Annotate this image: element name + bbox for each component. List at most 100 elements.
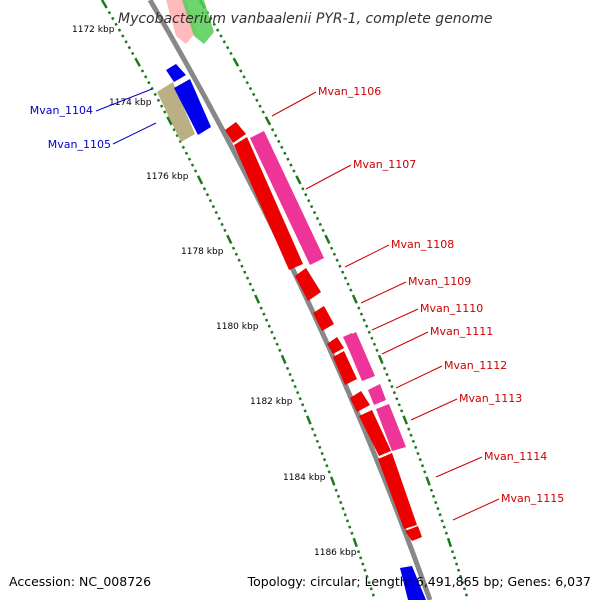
gene-mvan-1114-arrow[interactable] [359, 410, 391, 456]
minor-tick [429, 488, 433, 492]
minor-tick [229, 240, 233, 244]
gene-label[interactable]: Mvan_1111 [430, 325, 493, 338]
minor-tick [121, 34, 125, 38]
tick-labels: 1172 kbp 1174 kbp 1176 kbp 1178 kbp 1180 kbp… [72, 25, 357, 558]
minor-tick [267, 122, 272, 126]
minor-tick [313, 433, 317, 437]
minor-tick [107, 10, 112, 15]
minor-tick [321, 228, 325, 233]
connector-mvan-1111 [381, 331, 429, 355]
minor-tick [259, 306, 263, 310]
minor-tick [124, 40, 128, 44]
tick-label: 1180 kbp [216, 322, 259, 332]
minor-tick [436, 507, 440, 511]
gene-label[interactable]: Mvan_1113 [459, 392, 522, 405]
gene-label[interactable]: Mvan_1112 [444, 359, 507, 372]
minor-tick [444, 531, 448, 535]
connector-mvan-1108 [344, 244, 390, 268]
gene-mvan-1110-arrow[interactable] [327, 337, 344, 354]
minor-tick [178, 139, 183, 144]
minor-tick [278, 348, 282, 352]
major-tick [352, 537, 358, 546]
minor-tick [416, 451, 420, 456]
minor-tick [327, 240, 331, 244]
minor-tick [431, 494, 436, 498]
tick-label: 1172 kbp [72, 25, 115, 35]
major-tick [306, 415, 311, 423]
gene-label[interactable]: Mvan_1106 [318, 85, 381, 98]
minor-tick [308, 421, 312, 425]
minor-tick [222, 40, 227, 44]
minor-tick [187, 157, 192, 161]
minor-tick [359, 312, 364, 316]
connector-mvan-1115 [452, 498, 500, 521]
minor-tick [348, 525, 352, 529]
minor-tick [190, 163, 195, 167]
minor-tick [289, 163, 293, 167]
minor-tick [343, 276, 348, 280]
tick-label: 1174 kbp [109, 98, 152, 108]
connector-mvan-1106 [271, 91, 317, 117]
minor-tick [211, 204, 216, 209]
minor-tick [301, 187, 305, 191]
minor-tick [363, 568, 367, 572]
minor-tick [223, 228, 227, 233]
minor-tick [130, 51, 135, 56]
minor-tick [341, 270, 345, 274]
gene-labels: Mvan_1104 Mvan_1105 Mvan_1106 Mvan_1107 … [30, 85, 564, 505]
major-tick [295, 175, 301, 183]
minor-tick [245, 276, 250, 280]
minor-tick [335, 258, 339, 262]
gene-mvan-1104-arrow[interactable] [157, 82, 195, 142]
edge-feature-bottom [400, 566, 426, 600]
minor-tick [375, 348, 379, 352]
gene-mvan-1105-arrow[interactable] [174, 79, 211, 135]
minor-tick [104, 5, 108, 9]
minor-tick [392, 391, 397, 395]
minor-tick [248, 86, 253, 91]
minor-tick [301, 403, 305, 407]
minor-tick [273, 133, 278, 138]
minor-tick [460, 581, 465, 585]
minor-tick [336, 494, 341, 498]
gene-label[interactable]: Mvan_1115 [501, 492, 564, 505]
minor-tick [220, 222, 224, 227]
gene-label[interactable]: Mvan_1109 [408, 275, 471, 288]
tick-label: 1178 kbp [181, 247, 224, 257]
gene-mvan-1109-arrow[interactable] [313, 306, 334, 331]
gene-label[interactable]: Mvan_1110 [420, 302, 483, 315]
minor-tick [153, 92, 157, 97]
accession-text: Accession: NC_008726 [9, 574, 151, 589]
minor-tick [329, 246, 334, 250]
gene-label[interactable]: Mvan_1107 [353, 158, 416, 171]
gene-mvan-1106-body [234, 137, 303, 270]
minor-tick [169, 122, 173, 126]
gene-label[interactable]: Mvan_1114 [484, 450, 547, 463]
gene-label[interactable]: Mvan_1104 [30, 104, 93, 117]
gene-mvan-1106-arrow[interactable] [225, 122, 246, 143]
minor-tick [322, 458, 327, 462]
gene-mvan-1111-tip [343, 333, 360, 350]
minor-tick [354, 543, 358, 548]
minor-tick [309, 204, 314, 209]
gene-mvan-1107-arrow[interactable] [250, 131, 324, 265]
minor-tick [286, 157, 290, 161]
gene-mvan-1108-arrow[interactable] [295, 268, 321, 301]
minor-tick [452, 556, 457, 560]
minor-tick [258, 104, 262, 108]
minor-tick [243, 270, 247, 274]
minor-tick [462, 587, 467, 591]
minor-tick [214, 210, 218, 215]
gene-label[interactable]: Mvan_1108 [391, 238, 454, 251]
minor-tick [150, 86, 154, 91]
minor-tick [292, 169, 296, 173]
minor-tick [217, 216, 221, 221]
major-tick [280, 354, 286, 363]
gene-mvan-1115-arrow[interactable] [378, 453, 417, 529]
gene-label[interactable]: Mvan_1105 [48, 138, 111, 151]
gene-mvan-1113-arrow[interactable] [368, 384, 386, 405]
minor-tick [239, 69, 243, 73]
major-tick [196, 175, 203, 183]
minor-tick [240, 264, 244, 268]
gene-mvan-1112-arrow[interactable] [350, 391, 370, 412]
